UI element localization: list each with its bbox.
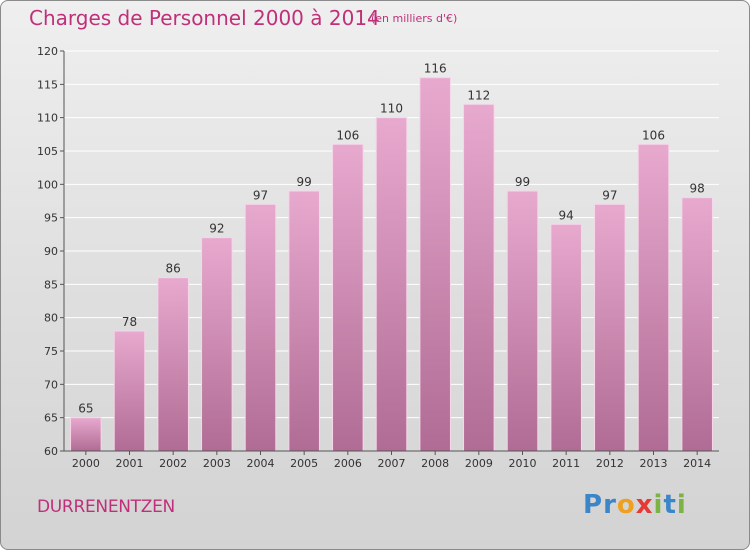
- axes: 60 65 70 75 80 85 90 95 100 105 110 115 120 2000 2001 2…: [37, 45, 719, 470]
- bar: [244, 203, 277, 452]
- logo-letter: i: [653, 490, 664, 520]
- bar: [419, 77, 451, 452]
- chart-title: Charges de Personnel 2000 à 2014: [29, 6, 380, 30]
- y-tick-label: 120: [37, 45, 58, 58]
- bar-value-label: 97: [602, 188, 617, 202]
- bar: [332, 143, 364, 452]
- bar: [550, 223, 582, 452]
- bar: [113, 330, 146, 452]
- x-tick-label: 2014: [683, 457, 711, 470]
- x-tick-label: 2002: [159, 457, 187, 470]
- logo-letter: P: [583, 490, 604, 520]
- bar-value-label: 106: [642, 128, 665, 142]
- x-tick-label: 2000: [72, 457, 100, 470]
- x-tick-label: 2008: [421, 457, 449, 470]
- bar-value-label: 110: [380, 102, 403, 116]
- logo-letter: i: [676, 490, 687, 520]
- bar: [288, 190, 320, 452]
- y-tick-label: 65: [44, 412, 58, 425]
- logo-letter: t: [663, 490, 677, 520]
- y-tick-label: 105: [37, 145, 58, 158]
- bar-value-label: 65: [78, 402, 93, 416]
- logo-letter: r: [603, 490, 617, 520]
- bar-value-label: 78: [122, 315, 137, 329]
- bar-value-label: 99: [515, 175, 530, 189]
- x-tick-label: 2006: [334, 457, 362, 470]
- y-tick-label: 100: [37, 178, 58, 191]
- y-tick-label: 115: [37, 78, 58, 91]
- y-tick-label: 80: [44, 312, 58, 325]
- bar: [681, 197, 713, 452]
- bar-value-label: 99: [297, 175, 312, 189]
- bar-value-label: 94: [559, 208, 574, 222]
- bar-value-label: 112: [467, 88, 490, 102]
- bar-value-label: 92: [209, 222, 224, 236]
- logo-letter: x: [635, 490, 654, 520]
- y-tick-label: 70: [44, 378, 58, 391]
- bar-value-label: 97: [253, 188, 268, 202]
- x-tick-label: 2009: [465, 457, 493, 470]
- bar: [506, 190, 539, 452]
- chart-subtitle: (en milliers d'€): [371, 12, 458, 25]
- x-tick-label: 2011: [552, 457, 580, 470]
- x-tick-label: 2012: [596, 457, 624, 470]
- bar-value-label: 116: [424, 62, 447, 76]
- bar: [201, 237, 233, 452]
- x-tick-label: 2001: [116, 457, 144, 470]
- bar-value-label: 106: [336, 128, 359, 142]
- bar: [637, 143, 670, 452]
- y-tick-label: 90: [44, 245, 58, 258]
- bar-value-label: 98: [690, 182, 705, 196]
- commune-name: DURRENENTZEN: [37, 497, 175, 517]
- bar-value-label: 86: [166, 262, 181, 276]
- x-tick-label: 2013: [640, 457, 668, 470]
- x-tick-label: 2010: [509, 457, 537, 470]
- y-tick-label: 110: [37, 112, 58, 125]
- bar: [375, 117, 408, 452]
- bars: 65 78 86 92 97 99 106 110 116 112 99 94 97 106 98: [70, 62, 713, 452]
- y-tick-label: 60: [44, 445, 58, 458]
- bar: [157, 277, 189, 452]
- y-tick-label: 95: [44, 212, 58, 225]
- proxiti-logo: Proxiti: [583, 490, 687, 520]
- x-tick-label: 2005: [290, 457, 318, 470]
- bar: [594, 203, 626, 452]
- bar: [463, 103, 495, 452]
- y-tick-label: 85: [44, 278, 58, 291]
- y-tick-label: 75: [44, 345, 58, 358]
- x-tick-label: 2007: [378, 457, 406, 470]
- x-tick-label: 2003: [203, 457, 231, 470]
- logo-letter: o: [616, 490, 636, 520]
- bar: [70, 417, 102, 452]
- x-tick-label: 2004: [247, 457, 275, 470]
